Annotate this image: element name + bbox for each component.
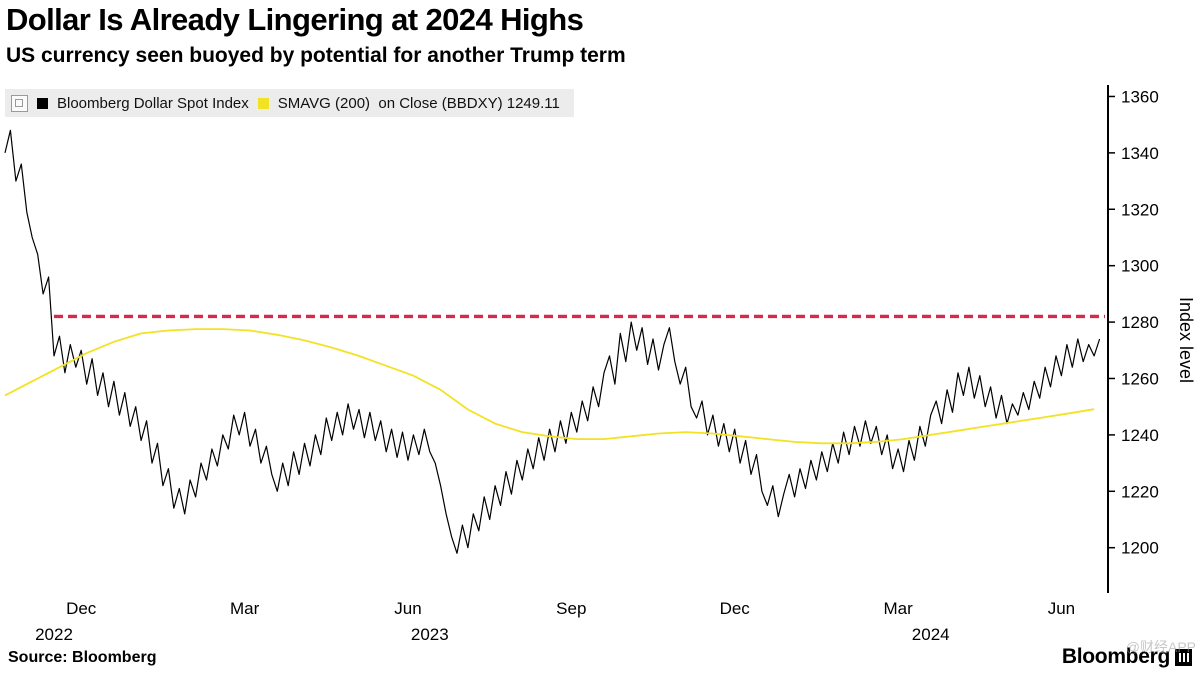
smavg-swatch-icon (257, 97, 269, 109)
watermark-text: @财经APP (1125, 639, 1196, 655)
x-tick-label: Mar (230, 599, 260, 618)
spot-index-legend-label: Bloomberg Dollar Spot Index (57, 94, 249, 112)
x-tick-label: Jun (1048, 599, 1075, 618)
bloomberg-logo-icon (1175, 648, 1192, 666)
y-tick-label: 1280 (1121, 313, 1159, 332)
x-tick-label: Dec (66, 599, 97, 618)
sma-series-line (4, 328, 1095, 445)
x-tick-label: Sep (556, 599, 586, 618)
x-tick-label: Jun (394, 599, 421, 618)
chart-legend: Bloomberg Dollar Spot Index SMAVG (200) … (5, 89, 574, 117)
y-axis-title: Index level (1176, 297, 1196, 383)
y-tick-label: 1220 (1121, 482, 1159, 501)
x-tick-label: Dec (720, 599, 751, 618)
spot-index-series-line (4, 129, 1101, 554)
year-label: 2022 (35, 625, 73, 644)
y-tick-label: 1340 (1121, 144, 1159, 163)
bloomberg-wordmark: Bloomberg (1061, 645, 1170, 668)
x-tick-label: Mar (883, 599, 913, 618)
y-tick-label: 1200 (1121, 539, 1159, 558)
y-tick-label: 1300 (1121, 257, 1159, 276)
smavg-legend-label: SMAVG (200) on Close (BBDXY) 1249.11 (277, 94, 560, 112)
source-credit: Source: Bloomberg (8, 649, 157, 666)
spot-index-swatch-icon (37, 97, 48, 109)
y-tick-label: 1240 (1121, 426, 1159, 445)
y-tick-label: 1320 (1121, 200, 1159, 219)
page-title: Dollar Is Already Lingering at 2024 High… (6, 2, 584, 37)
bloomberg-brand: Bloomberg (1062, 645, 1192, 669)
year-label: 2023 (411, 625, 449, 644)
y-tick-label: 1360 (1121, 87, 1159, 106)
legend-settings-icon[interactable] (11, 94, 28, 112)
page-subtitle: US currency seen buoyed by potential for… (6, 44, 626, 67)
year-label: 2024 (912, 625, 950, 644)
y-tick-label: 1260 (1121, 369, 1159, 388)
